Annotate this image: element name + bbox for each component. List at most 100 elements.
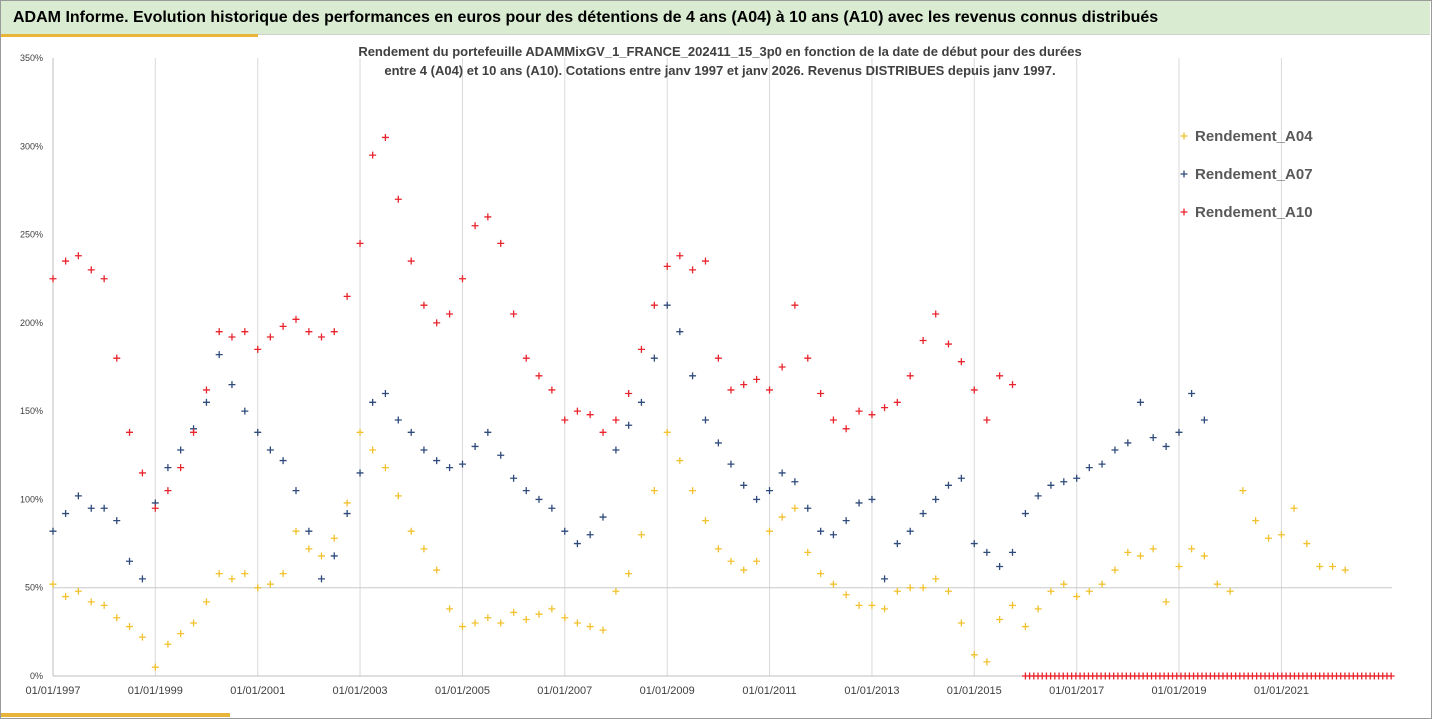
- x-tick-label: 01/01/2009: [640, 685, 695, 697]
- data-point-rendement-a07: [586, 531, 594, 539]
- data-point-rendement-a10: [318, 333, 326, 341]
- data-point-rendement-a04: [957, 619, 965, 627]
- data-point-rendement-a04: [714, 545, 722, 553]
- data-point-rendement-a04: [944, 587, 952, 595]
- data-point-rendement-a04: [1175, 563, 1183, 571]
- data-point-rendement-a10: [881, 404, 889, 412]
- data-point-rendement-a07: [343, 510, 351, 518]
- data-point-rendement-a07: [1060, 478, 1068, 486]
- data-point-rendement-a04: [561, 614, 569, 622]
- data-point-rendement-a07: [87, 504, 95, 512]
- data-point-rendement-a04: [842, 591, 850, 599]
- data-point-rendement-a10: [637, 345, 645, 353]
- data-point-rendement-a04: [228, 575, 236, 583]
- footer-accent-bar: [1, 713, 230, 717]
- data-point-rendement-a07: [126, 557, 134, 565]
- data-point-rendement-a04: [266, 580, 274, 588]
- data-point-rendement-a07: [228, 381, 236, 389]
- data-point-rendement-a04: [1149, 545, 1157, 553]
- y-tick-label: 0%: [30, 671, 43, 681]
- data-point-rendement-a10: [561, 416, 569, 424]
- data-point-rendement-a04: [164, 640, 172, 648]
- y-tick-label: 150%: [20, 406, 43, 416]
- data-point-rendement-a04: [817, 570, 825, 578]
- data-point-rendement-a04: [676, 457, 684, 465]
- data-point-rendement-a10: [817, 389, 825, 397]
- data-point-rendement-a07: [1085, 464, 1093, 472]
- data-point-rendement-a07: [292, 487, 300, 495]
- data-point-rendement-a04: [791, 504, 799, 512]
- x-tick-label: 01/01/2017: [1049, 685, 1104, 697]
- data-point-rendement-a04: [906, 584, 914, 592]
- data-point-rendement-a04: [1073, 593, 1081, 601]
- data-point-rendement-a04: [932, 575, 940, 583]
- data-point-rendement-a04: [138, 633, 146, 641]
- data-point-rendement-a04: [113, 614, 121, 622]
- data-point-rendement-a10: [407, 257, 415, 265]
- data-point-rendement-a04: [100, 601, 108, 609]
- y-tick-label: 200%: [20, 318, 43, 328]
- data-point-rendement-a04: [407, 527, 415, 535]
- data-point-rendement-a07: [497, 451, 505, 459]
- data-point-rendement-a04: [740, 566, 748, 574]
- data-point-rendement-a07: [74, 492, 82, 500]
- x-tick-label: 01/01/2019: [1151, 685, 1206, 697]
- data-point-rendement-a10: [778, 363, 786, 371]
- data-point-rendement-a07: [676, 328, 684, 336]
- data-point-rendement-a04: [535, 610, 543, 618]
- data-point-rendement-a07: [599, 513, 607, 521]
- data-point-rendement-a07: [778, 469, 786, 477]
- data-point-rendement-a10: [868, 411, 876, 419]
- data-point-rendement-a07: [1098, 460, 1106, 468]
- data-point-rendement-a10: [983, 416, 991, 424]
- data-point-rendement-a04: [369, 446, 377, 454]
- data-point-rendement-a04: [1021, 623, 1029, 631]
- data-point-rendement-a04: [1136, 552, 1144, 560]
- data-point-rendement-a07: [1188, 389, 1196, 397]
- data-point-rendement-a04: [1252, 517, 1260, 525]
- data-point-rendement-a04: [49, 580, 57, 588]
- data-point-rendement-a10: [484, 213, 492, 221]
- data-point-rendement-a07: [791, 478, 799, 486]
- data-point-rendement-a04: [766, 527, 774, 535]
- chart-subtitle-line-2: entre 4 (A04) et 10 ans (A10). Cotations…: [384, 63, 1056, 78]
- data-point-rendement-a10: [369, 151, 377, 159]
- data-point-rendement-a04: [996, 615, 1004, 623]
- data-point-rendement-a10: [753, 375, 761, 383]
- x-tick-label: 01/01/2001: [230, 685, 285, 697]
- data-point-rendement-a07: [561, 527, 569, 535]
- data-point-rendement-a04: [202, 598, 210, 606]
- data-point-rendement-a10: [74, 252, 82, 260]
- legend-label: Rendement_A07: [1195, 166, 1313, 183]
- data-point-rendement-a07: [49, 527, 57, 535]
- data-point-rendement-a07: [740, 481, 748, 489]
- legend-label: Rendement_A10: [1195, 204, 1313, 221]
- data-point-rendement-a04: [318, 552, 326, 560]
- x-tick-label: 01/01/2007: [537, 685, 592, 697]
- data-point-rendement-a04: [1009, 601, 1017, 609]
- data-point-rendement-a07: [279, 457, 287, 465]
- data-point-rendement-a04: [1265, 534, 1273, 542]
- data-point-rendement-a04: [1290, 504, 1298, 512]
- data-point-rendement-a04: [87, 598, 95, 606]
- y-tick-label: 100%: [20, 494, 43, 504]
- data-point-rendement-a07: [305, 527, 313, 535]
- data-point-rendement-a10: [586, 411, 594, 419]
- data-point-rendement-a07: [241, 407, 249, 415]
- data-point-rendement-a07: [804, 504, 812, 512]
- data-point-rendement-a04: [637, 531, 645, 539]
- data-point-rendement-a04: [330, 534, 338, 542]
- data-point-rendement-a04: [893, 587, 901, 595]
- data-point-rendement-a07: [727, 460, 735, 468]
- data-point-rendement-a04: [433, 566, 441, 574]
- data-point-rendement-a04: [1213, 580, 1221, 588]
- data-point-rendement-a10: [420, 301, 428, 309]
- data-point-rendement-a04: [126, 623, 134, 631]
- data-point-rendement-a04: [829, 580, 837, 588]
- data-point-rendement-a07: [330, 552, 338, 560]
- data-point-rendement-a07: [881, 575, 889, 583]
- data-point-rendement-a07: [113, 517, 121, 525]
- data-point-rendement-a10: [49, 275, 57, 283]
- data-point-rendement-a07: [433, 457, 441, 465]
- data-point-rendement-a07: [394, 416, 402, 424]
